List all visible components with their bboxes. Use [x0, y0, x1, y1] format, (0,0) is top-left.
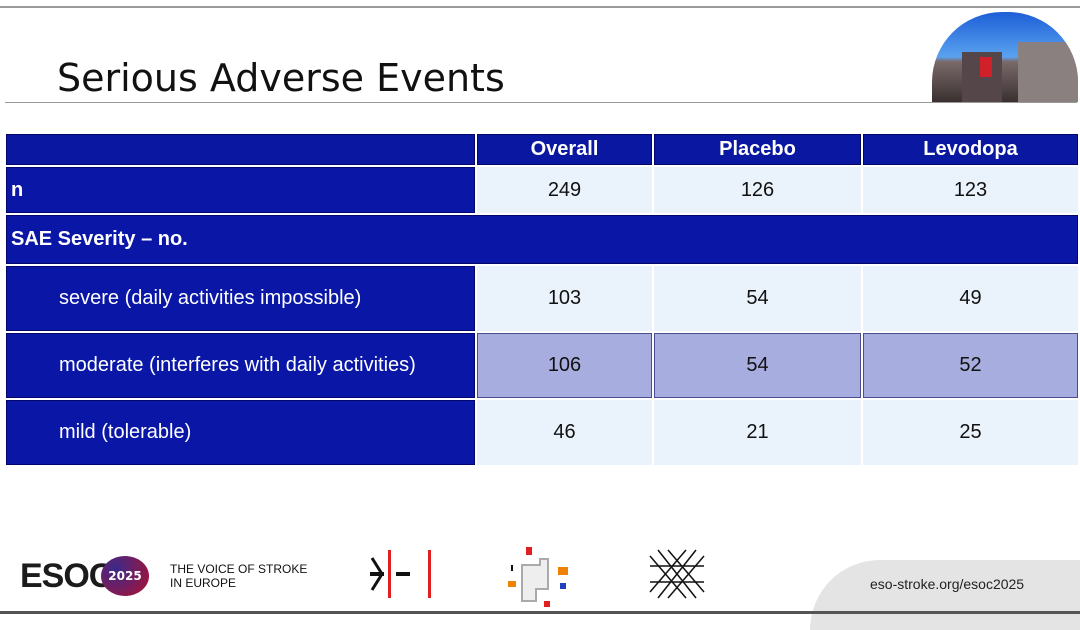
section-row: SAE Severity – no. [6, 215, 1078, 264]
header-row: Overall Placebo Levodopa [6, 134, 1078, 165]
tagline: THE VOICE OF STROKE IN EUROPE [170, 562, 307, 590]
sae-table: Overall Placebo Levodopa n 249 126 123 S… [4, 132, 1080, 467]
title-divider [5, 102, 1077, 103]
row-label: moderate (interferes with daily activiti… [6, 333, 475, 398]
cell-levodopa: 123 [863, 167, 1078, 213]
tagline-line1: THE VOICE OF STROKE [170, 562, 308, 576]
header-levodopa: Levodopa [863, 134, 1078, 165]
bottom-border [0, 611, 1080, 614]
tagline-line2: IN EUROPE [170, 576, 237, 590]
row-label: severe (daily activities impossible) [6, 266, 475, 331]
cell-overall: 46 [477, 400, 652, 465]
top-border [0, 6, 1080, 8]
cell-levodopa: 52 [863, 333, 1078, 398]
slide-title: Serious Adverse Events [57, 56, 505, 100]
pixel-shape-icon [508, 547, 568, 607]
cell-overall: 249 [477, 167, 652, 213]
header-blank [6, 134, 475, 165]
cell-placebo: 21 [654, 400, 861, 465]
table-row: severe (daily activities impossible) 103… [6, 266, 1078, 331]
cell-overall: 103 [477, 266, 652, 331]
cell-levodopa: 25 [863, 400, 1078, 465]
header-overall: Overall [477, 134, 652, 165]
esoc-logo: ESOC [20, 557, 113, 595]
cell-placebo: 54 [654, 333, 861, 398]
esoc-year-badge: 2025 [101, 556, 149, 596]
row-label: mild (tolerable) [6, 400, 475, 465]
footer-curve [810, 560, 1080, 630]
venue-photo [932, 12, 1078, 102]
table-row: moderate (interferes with daily activiti… [6, 333, 1078, 398]
snowflake-lattice-icon [649, 549, 705, 599]
row-label: n [6, 167, 475, 213]
cell-placebo: 126 [654, 167, 861, 213]
header-placebo: Placebo [654, 134, 861, 165]
table-row: mild (tolerable) 46 21 25 [6, 400, 1078, 465]
arrows-bar-icon [370, 550, 431, 598]
cell-overall: 106 [477, 333, 652, 398]
footer-url[interactable]: eso-stroke.org/esoc2025 [870, 576, 1025, 592]
table-row: n 249 126 123 [6, 167, 1078, 213]
cell-placebo: 54 [654, 266, 861, 331]
section-label: SAE Severity – no. [6, 215, 1078, 264]
cell-levodopa: 49 [863, 266, 1078, 331]
